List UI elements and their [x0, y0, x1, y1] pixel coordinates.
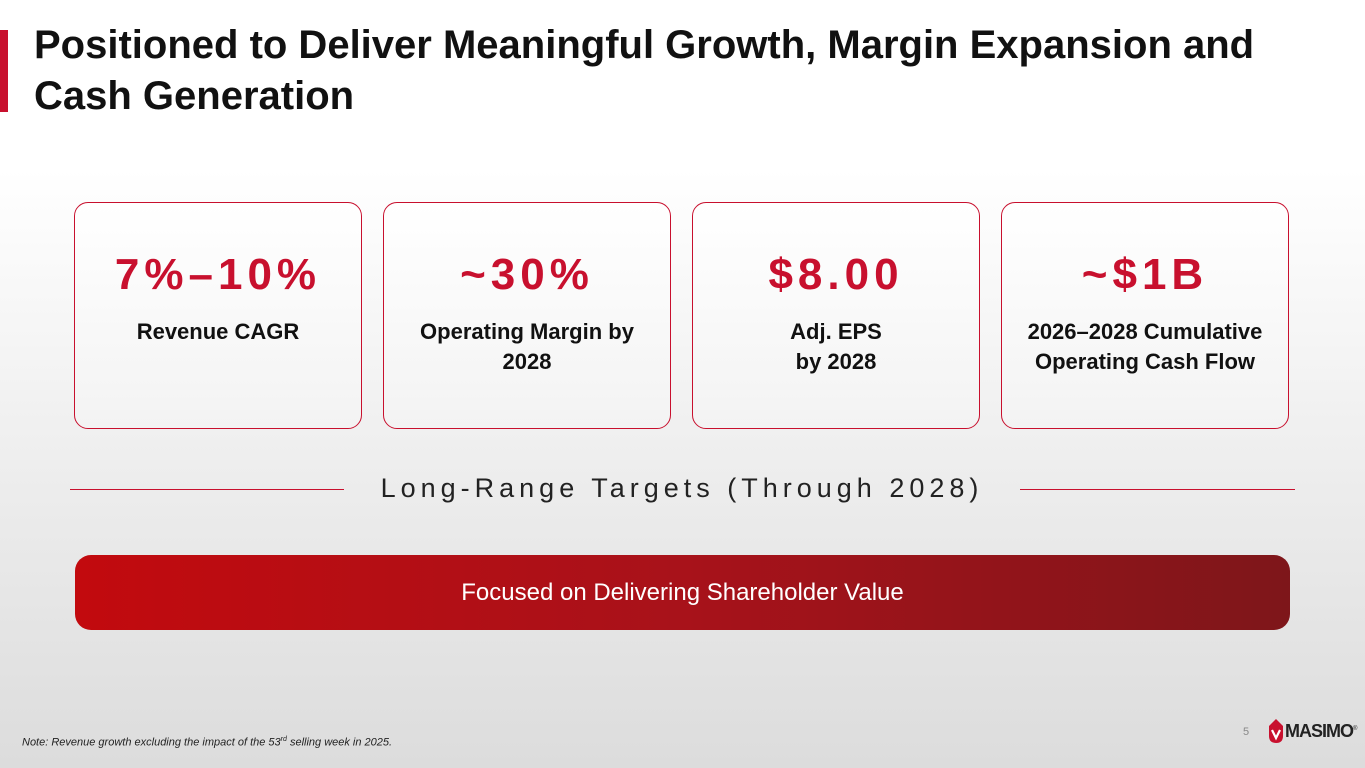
masimo-logo: MASIMO® — [1268, 717, 1358, 745]
logo-wordmark: MASIMO® — [1285, 720, 1358, 742]
title-accent-bar — [0, 30, 8, 112]
target-card-eps: $8.00 Adj. EPS by 2028 — [692, 202, 980, 429]
long-range-targets-heading: Long-Range Targets (Through 2028) — [380, 473, 984, 503]
card-metric: ~30% — [460, 250, 594, 299]
target-card-cash-flow: ~$1B 2026–2028 Cumulative Operating Cash… — [1001, 202, 1289, 429]
card-label: Adj. EPS by 2028 — [790, 319, 882, 374]
footnote-prefix: Note: Revenue growth excluding the impac… — [22, 736, 281, 749]
page-number: 5 — [1243, 726, 1250, 738]
target-card-revenue: 7%–10% Revenue CAGR — [74, 202, 362, 429]
logo-wordmark-text: MASIMO — [1285, 720, 1354, 741]
target-cards: 7%–10% Revenue CAGR ~30% Operating Margi… — [74, 202, 1291, 431]
card-metric: 7%–10% — [114, 250, 322, 299]
slide-title: Positioned to Deliver Meaningful Growth,… — [34, 23, 1255, 118]
card-metric: $8.00 — [768, 250, 904, 299]
card-label: Operating Margin by 2028 — [420, 319, 634, 374]
shareholder-value-banner: Focused on Delivering Shareholder Value — [75, 555, 1290, 630]
card-metric: ~$1B — [1081, 250, 1209, 299]
logo-registered-mark: ® — [1353, 725, 1358, 732]
card-label: Revenue CAGR — [136, 319, 300, 344]
footnote-suffix: selling week in 2025. — [286, 736, 393, 749]
divider-line-left — [70, 489, 344, 490]
footnote: Note: Revenue growth excluding the impac… — [22, 736, 392, 749]
card-label: 2026–2028 Cumulative Operating Cash Flow — [1027, 319, 1263, 374]
masimo-logo-icon — [1269, 719, 1283, 743]
target-card-operating-margin: ~30% Operating Margin by 2028 — [383, 202, 671, 429]
footnote-superscript: rd — [280, 736, 287, 743]
divider-line-right — [1020, 489, 1295, 490]
